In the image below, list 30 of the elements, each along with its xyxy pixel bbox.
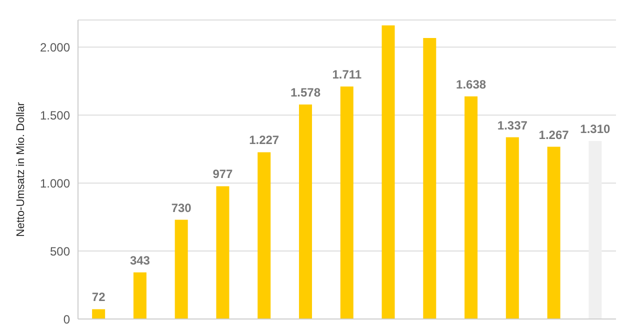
bar — [340, 86, 354, 319]
bar — [464, 96, 478, 319]
bar — [258, 152, 271, 319]
data-label: 1.310 — [580, 122, 611, 136]
bar — [174, 220, 188, 319]
bar — [382, 25, 395, 319]
data-label: 72 — [92, 290, 106, 304]
bar — [547, 146, 560, 319]
y-tick-label: 0 — [63, 312, 70, 326]
y-axis-title: Netto-Umsatz in Mio. Dollar — [14, 102, 27, 237]
bar — [92, 309, 106, 319]
y-tick-label: 2.000 — [40, 40, 70, 54]
y-tick-label: 500 — [50, 244, 70, 258]
bar — [298, 104, 312, 319]
data-label: 1.267 — [538, 128, 570, 142]
bar — [506, 137, 519, 319]
data-label: 343 — [130, 253, 150, 268]
data-label: 1.227 — [249, 133, 280, 148]
data-label: 1.337 — [497, 118, 528, 132]
bar — [588, 140, 602, 319]
bar — [423, 38, 436, 319]
bar — [216, 186, 230, 319]
y-tick-label: 1.000 — [40, 176, 70, 190]
data-label: 730 — [171, 200, 192, 215]
data-label: 1.711 — [332, 67, 362, 82]
y-tick-label: 1.500 — [40, 108, 70, 122]
data-label: 1.638 — [456, 77, 486, 92]
data-label: 1.578 — [290, 86, 321, 100]
bar — [133, 272, 146, 319]
data-label: 977 — [212, 167, 234, 182]
